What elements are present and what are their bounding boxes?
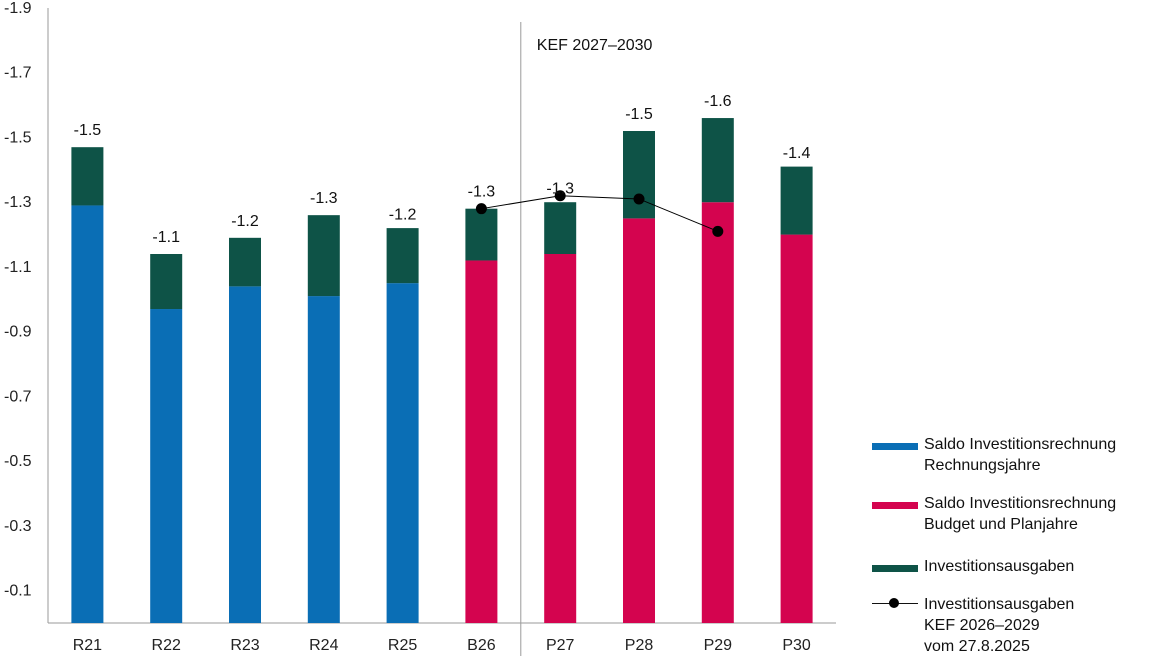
kef-line-point [554, 190, 566, 202]
y-tick-label: -1.5 [4, 129, 32, 146]
kef-line-point [633, 193, 645, 205]
bar-segment [701, 202, 734, 624]
bar-segment [71, 205, 104, 623]
legend-line-marker-icon [872, 594, 918, 614]
y-tick-label: -0.5 [4, 453, 32, 470]
bar-segment [701, 118, 734, 203]
x-category-label: B26 [467, 637, 496, 654]
bar-segment [150, 254, 183, 310]
legend-swatch-green [872, 565, 918, 572]
legend-label-line: Rechnungsjahre [924, 457, 1041, 474]
legend-label-line: KEF 2026–2029 [924, 617, 1040, 634]
bar-segment [623, 218, 655, 624]
legend-label-line: vom 27.8.2025 [924, 638, 1030, 655]
bar-segment [386, 283, 419, 623]
bar-segment [229, 286, 261, 623]
legend-label: Saldo Investitionsrechnung Rechnungsjahr… [924, 434, 1116, 476]
bar-segment [544, 202, 577, 254]
x-category-label: R23 [230, 637, 259, 654]
bar-segment [780, 234, 813, 623]
y-tick-label: -0.7 [4, 388, 32, 405]
x-category-label: R21 [73, 637, 102, 654]
bar-total-label: -1.1 [152, 229, 180, 246]
legend-label-line: Saldo Investitionsrechnung [924, 436, 1117, 453]
legend-label-line: Budget und Planjahre [924, 516, 1078, 533]
bar-segment [71, 147, 104, 206]
kef-annotation: KEF 2027–2030 [537, 37, 653, 54]
x-category-label: R22 [152, 637, 181, 654]
legend-label: Saldo Investitionsrechnung Budget und Pl… [924, 493, 1116, 535]
legend-label-line: Investitionsausgaben [924, 558, 1075, 575]
y-tick-label: -0.3 [4, 518, 32, 535]
bar-total-label: -1.4 [783, 145, 811, 162]
bar-segment [780, 166, 813, 235]
y-tick-label: -1.3 [4, 194, 32, 211]
x-category-label: P27 [546, 637, 575, 654]
bar-total-label: -1.2 [231, 213, 259, 230]
kef-line-point [475, 203, 487, 215]
y-tick-label: -0.1 [4, 583, 32, 600]
bar-total-label: -1.3 [468, 184, 496, 201]
bar-total-label: -1.5 [625, 106, 653, 123]
legend-label-line: Investitionsausgaben [924, 596, 1075, 613]
bar-segment [465, 208, 498, 261]
legend-label: Investitionsausgaben [924, 556, 1074, 577]
y-tick-label: -1.9 [4, 0, 32, 17]
kef-line-point [712, 225, 724, 237]
legend-label: Investitionsausgaben KEF 2026–2029 vom 2… [924, 594, 1074, 657]
x-category-label: R24 [309, 637, 338, 654]
legend-label-line: Saldo Investitionsrechnung [924, 495, 1117, 512]
bar-total-label: -1.6 [704, 93, 732, 110]
bar-segment [544, 254, 577, 623]
legend-swatch-magenta [872, 502, 918, 509]
legend-item-saldo-rechnungsjahre: Saldo Investitionsrechnung Rechnungsjahr… [872, 434, 1116, 476]
bar-total-label: -1.3 [310, 190, 338, 207]
x-category-label: R25 [388, 637, 417, 654]
x-category-label: P30 [782, 637, 811, 654]
bar-segment [623, 131, 655, 219]
bar-segment [465, 260, 498, 623]
y-axis-ticks: -0.1 -0.3 -0.5 -0.7 -0.9 -1.1 -1.3 -1.5 -1.7 -1.9 [4, 0, 32, 600]
bar-segment [229, 237, 261, 287]
kef-line [481, 195, 718, 232]
bar-total-label: -1.5 [74, 122, 102, 139]
bars-group [71, 118, 813, 624]
legend-item-kef-line: Investitionsausgaben KEF 2026–2029 vom 2… [872, 594, 1074, 657]
bar-segment [150, 309, 183, 623]
kef-line-group [475, 190, 724, 237]
bar-segment [307, 296, 340, 623]
data-labels-group: -1.5 -1.1 -1.2 -1.3 -1.2 -1.3 -1.3 -1.5 -1.6 -1.4 [74, 93, 811, 246]
legend-item-saldo-budget-planjahre: Saldo Investitionsrechnung Budget und Pl… [872, 493, 1116, 535]
legend-swatch-blue [872, 443, 918, 450]
bar-segment [386, 228, 419, 284]
y-tick-label: -1.1 [4, 259, 32, 276]
legend-item-investitionsausgaben: Investitionsausgaben [872, 556, 1074, 577]
bar-segment [307, 215, 340, 297]
x-category-label: P29 [704, 637, 733, 654]
y-tick-label: -1.7 [4, 65, 32, 82]
bar-total-label: -1.3 [546, 180, 574, 197]
bar-total-label: -1.2 [389, 206, 417, 223]
x-category-label: P28 [625, 637, 654, 654]
x-axis-categories: R21 R22 R23 R24 R25 B26 P27 P28 P29 P30 [73, 637, 811, 654]
y-tick-label: -0.9 [4, 324, 32, 341]
